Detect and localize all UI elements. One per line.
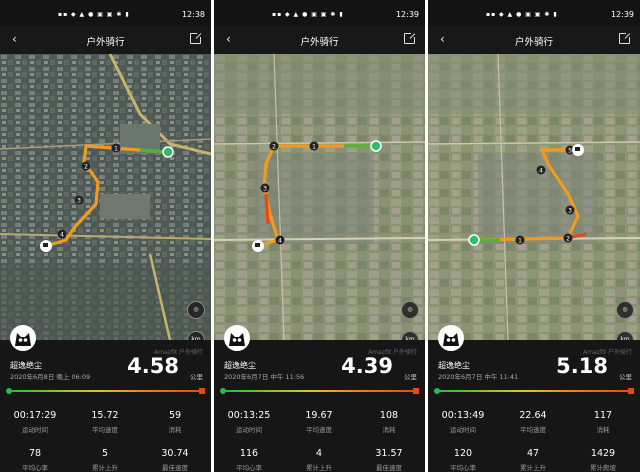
- stat-calories: 108 消耗: [379, 410, 399, 434]
- route-marker: 4: [539, 168, 543, 175]
- status-bar: ▪▪ ◆ ▲ ● ▣ ▣ ✱ ▮ 12:39: [428, 0, 640, 26]
- stat-calories: 117 消耗: [593, 410, 613, 434]
- stat-duration: 00:13:25 运动时间: [227, 410, 271, 434]
- back-arrow-icon[interactable]: ‹: [226, 32, 231, 46]
- heart-rate-bar: [434, 388, 634, 394]
- route-map[interactable]: 1 2 3 4 ◎ km ◉: [214, 54, 425, 340]
- route-marker: 4: [60, 232, 64, 239]
- stat-avg-heart-rate: 120 平均心率: [450, 448, 476, 472]
- route-map[interactable]: 1 2 3 4 5 ◎ km ◉: [428, 54, 640, 340]
- username: 超逸绝尘: [10, 361, 42, 370]
- route-marker: 2: [566, 236, 570, 243]
- heart-rate-bar: [220, 388, 419, 394]
- activity-summary: Amazfit 户外骑行 超逸绝尘 2020年6月8日 晚上 06:09 4.5…: [0, 340, 211, 472]
- start-marker-icon: [162, 146, 174, 158]
- stat-avg-speed: 22.64 平均速度: [519, 410, 547, 434]
- stat-ascent: 5 累计上升: [92, 448, 118, 472]
- stat-duration: 00:13:49 运动时间: [441, 410, 485, 434]
- activity-datetime: 2020年6月8日 晚上 06:09: [10, 373, 91, 381]
- stat-duration: 00:17:29 运动时间: [13, 410, 57, 434]
- activity-summary: Amazfit 户外骑行 超逸绝尘 2020年6月7日 中午 11:41 5.1…: [428, 340, 640, 472]
- nav-bar: ‹ 户外骑行: [0, 26, 211, 54]
- status-time: 12:39: [610, 10, 634, 19]
- route-map[interactable]: 1 2 3 4 ◎ km ◉: [0, 54, 211, 340]
- heart-rate-bar: [6, 388, 205, 394]
- stat-ascent: 4 累计上升: [306, 448, 332, 472]
- username: 超逸绝尘: [224, 361, 256, 370]
- route-marker: 2: [272, 144, 276, 151]
- activity-summary: Amazfit 户外骑行 超逸绝尘 2020年6月7日 中午 11:56 4.3…: [214, 340, 425, 472]
- globe-icon[interactable]: ◎: [187, 301, 205, 319]
- device-brand: Amazfit 户外骑行: [154, 349, 203, 356]
- route-marker: 3: [77, 198, 81, 205]
- globe-icon[interactable]: ◎: [401, 301, 419, 319]
- nav-bar: ‹ 户外骑行: [214, 26, 425, 54]
- share-icon[interactable]: [190, 32, 202, 44]
- route-marker: 5: [568, 148, 572, 155]
- stat-avg-heart-rate: 78 平均心率: [22, 448, 48, 472]
- distance-unit: 公里: [619, 373, 632, 381]
- start-marker-icon: [370, 140, 382, 152]
- stat-avg-speed: 19.67 平均速度: [305, 410, 333, 434]
- distance-value: 5.18: [556, 354, 608, 378]
- nav-bar: ‹ 户外骑行: [428, 26, 640, 54]
- stat-total-climb: 1429 累计爬坡: [590, 448, 616, 472]
- globe-icon[interactable]: ◎: [616, 301, 634, 319]
- status-icons: ▪▪ ◆ ▲ ● ▣ ▣ ✱ ▮: [58, 11, 130, 18]
- route-marker: 4: [278, 238, 282, 245]
- page-title: 户外骑行: [300, 37, 339, 48]
- page-title: 户外骑行: [514, 37, 553, 48]
- stat-ascent: 47 累计上升: [520, 448, 546, 472]
- activity-panel-1: 1 2 3 4 ◎ km ◉ ▪▪ ◆ ▲ ● ▣ ▣ ✱ ▮ 12:38 ‹ …: [0, 0, 211, 472]
- distance-value: 4.58: [127, 354, 179, 378]
- route-marker: 2: [84, 164, 88, 171]
- activity-datetime: 2020年6月7日 中午 11:41: [438, 373, 519, 381]
- route-marker: 1: [114, 146, 118, 153]
- status-time: 12:38: [181, 10, 205, 19]
- activity-panel-2: 1 2 3 4 ◎ km ◉ ▪▪ ◆ ▲ ● ▣ ▣ ✱ ▮ 12:39 ‹ …: [214, 0, 425, 472]
- device-brand: Amazfit 户外骑行: [583, 349, 632, 356]
- stat-best-speed: 31.57 最佳速度: [375, 448, 403, 472]
- distance-value: 4.39: [341, 354, 393, 378]
- distance-unit: 公里: [190, 373, 203, 381]
- device-brand: Amazfit 户外骑行: [368, 349, 417, 356]
- cat-avatar-icon[interactable]: [224, 325, 250, 351]
- route-marker: 3: [263, 186, 267, 193]
- status-icons: ▪▪ ◆ ▲ ● ▣ ▣ ✱ ▮: [486, 11, 558, 18]
- status-bar: ▪▪ ◆ ▲ ● ▣ ▣ ✱ ▮ 12:39: [214, 0, 425, 26]
- username: 超逸绝尘: [438, 361, 470, 370]
- back-arrow-icon[interactable]: ‹: [12, 32, 17, 46]
- cat-avatar-icon[interactable]: [438, 325, 464, 351]
- start-marker-icon: [468, 234, 480, 246]
- stat-avg-heart-rate: 116 平均心率: [236, 448, 262, 472]
- route-marker: 1: [312, 144, 316, 151]
- status-bar: ▪▪ ◆ ▲ ● ▣ ▣ ✱ ▮ 12:38: [0, 0, 211, 26]
- status-time: 12:39: [395, 10, 419, 19]
- stat-best-speed: 30.74 最佳速度: [161, 448, 189, 472]
- distance-unit: 公里: [404, 373, 417, 381]
- share-icon[interactable]: [404, 32, 416, 44]
- stat-avg-speed: 15.72 平均速度: [91, 410, 119, 434]
- share-icon[interactable]: [619, 32, 631, 44]
- stat-calories: 59 消耗: [168, 410, 182, 434]
- back-arrow-icon[interactable]: ‹: [440, 32, 445, 46]
- cat-avatar-icon[interactable]: [10, 325, 36, 351]
- page-title: 户外骑行: [86, 37, 125, 48]
- activity-panel-3: 1 2 3 4 5 ◎ km ◉ ▪▪ ◆ ▲ ● ▣ ▣ ✱ ▮ 12:39 …: [428, 0, 640, 472]
- route-marker: 3: [568, 208, 572, 215]
- route-marker: 1: [518, 238, 522, 245]
- activity-datetime: 2020年6月7日 中午 11:56: [224, 373, 305, 381]
- status-icons: ▪▪ ◆ ▲ ● ▣ ▣ ✱ ▮: [272, 11, 344, 18]
